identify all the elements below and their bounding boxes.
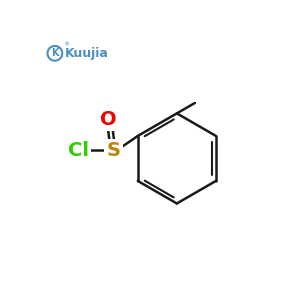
Text: K: K [51,48,59,58]
Text: O: O [100,110,117,129]
Text: S: S [106,141,120,160]
Text: Kuujia: Kuujia [65,47,109,60]
Text: ®: ® [63,42,70,47]
Text: Cl: Cl [68,141,89,160]
